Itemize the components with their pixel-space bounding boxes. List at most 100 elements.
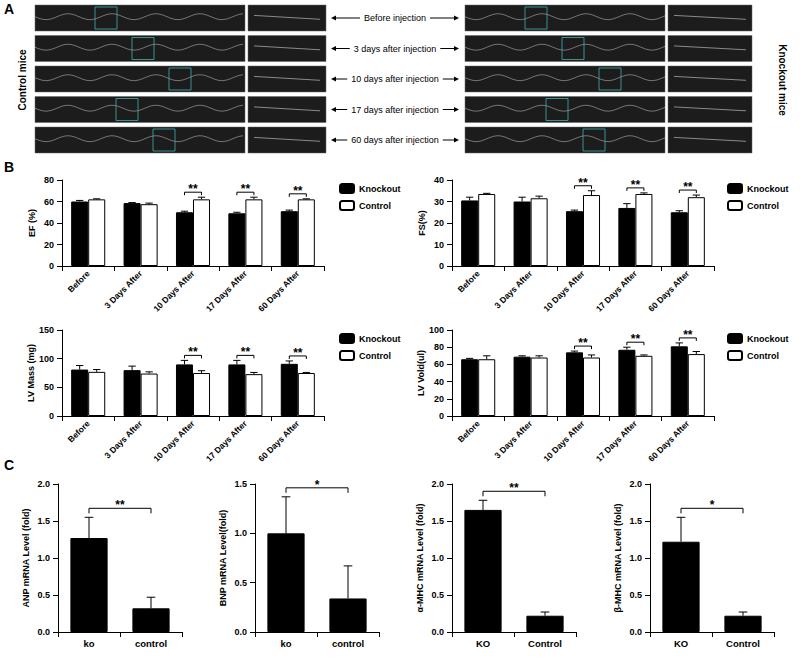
svg-text:Control: Control xyxy=(359,351,391,361)
svg-text:40: 40 xyxy=(434,377,444,387)
svg-text:80: 80 xyxy=(44,175,54,185)
svg-text:0: 0 xyxy=(49,261,54,271)
svg-text:Control mice: Control mice xyxy=(17,49,28,111)
svg-text:100: 100 xyxy=(39,354,54,364)
svg-text:20: 20 xyxy=(434,394,444,404)
svg-text:60 Days After: 60 Days After xyxy=(256,418,302,464)
svg-text:ANP mRNA Level (fold): ANP mRNA Level (fold) xyxy=(21,508,31,607)
svg-text:Before: Before xyxy=(456,418,482,444)
svg-text:1.5: 1.5 xyxy=(234,479,247,489)
svg-text:**: ** xyxy=(631,332,641,346)
svg-text:Knockout mice: Knockout mice xyxy=(777,44,788,116)
svg-text:α-MHC mRNA Level (fold): α-MHC mRNA Level (fold) xyxy=(415,503,425,612)
svg-text:3 Days After: 3 Days After xyxy=(492,418,534,460)
svg-text:80: 80 xyxy=(434,342,444,352)
svg-text:50: 50 xyxy=(44,382,54,392)
svg-text:17 Days After: 17 Days After xyxy=(204,268,250,314)
svg-text:1.0: 1.0 xyxy=(629,553,642,563)
svg-text:0: 0 xyxy=(49,411,54,421)
svg-text:20: 20 xyxy=(44,240,54,250)
svg-text:**: ** xyxy=(683,328,693,342)
svg-text:0.5: 0.5 xyxy=(37,590,50,600)
svg-text:Before: Before xyxy=(456,268,482,294)
svg-text:3 days after injection: 3 days after injection xyxy=(354,44,437,54)
svg-text:17 Days After: 17 Days After xyxy=(594,418,640,464)
svg-text:EF (%): EF (%) xyxy=(27,209,37,237)
svg-text:Knockout: Knockout xyxy=(359,184,401,194)
svg-text:Control: Control xyxy=(747,201,779,211)
svg-text:2.0: 2.0 xyxy=(37,479,50,489)
svg-text:KO: KO xyxy=(674,638,688,649)
svg-text:17 Days After: 17 Days After xyxy=(204,418,250,464)
svg-text:Control: Control xyxy=(747,351,779,361)
svg-text:FS(%): FS(%) xyxy=(417,210,427,236)
svg-text:10: 10 xyxy=(434,240,444,250)
svg-text:**: ** xyxy=(509,481,519,495)
svg-text:0.5: 0.5 xyxy=(431,590,444,600)
svg-text:40: 40 xyxy=(44,218,54,228)
svg-text:1.0: 1.0 xyxy=(37,553,50,563)
svg-text:Before: Before xyxy=(66,268,92,294)
svg-text:0.0: 0.0 xyxy=(234,627,247,637)
svg-text:Control: Control xyxy=(528,638,562,649)
svg-text:2.0: 2.0 xyxy=(431,479,444,489)
svg-text:60 Days After: 60 Days After xyxy=(256,268,302,314)
svg-text:ko: ko xyxy=(280,638,291,649)
svg-text:0.5: 0.5 xyxy=(629,590,642,600)
svg-text:40: 40 xyxy=(434,175,444,185)
svg-text:0: 0 xyxy=(439,261,444,271)
svg-text:17 Days After: 17 Days After xyxy=(594,268,640,314)
svg-text:150: 150 xyxy=(39,325,54,335)
svg-text:control: control xyxy=(332,638,364,649)
svg-text:17 days after injection: 17 days after injection xyxy=(351,105,439,115)
svg-text:*: * xyxy=(710,498,715,512)
svg-text:Knockout: Knockout xyxy=(747,334,789,344)
svg-text:Before: Before xyxy=(66,418,92,444)
svg-text:60 days after injection: 60 days after injection xyxy=(351,135,439,145)
svg-text:control: control xyxy=(135,638,167,649)
svg-text:0.0: 0.0 xyxy=(37,627,50,637)
svg-text:0: 0 xyxy=(439,411,444,421)
svg-text:1.5: 1.5 xyxy=(629,516,642,526)
svg-text:**: ** xyxy=(241,182,251,196)
svg-text:**: ** xyxy=(293,184,303,198)
svg-text:0.5: 0.5 xyxy=(234,578,247,588)
svg-text:**: ** xyxy=(683,180,693,194)
svg-text:**: ** xyxy=(188,345,198,359)
svg-text:60 Days After: 60 Days After xyxy=(646,268,692,314)
svg-text:LV Mass (mg): LV Mass (mg) xyxy=(26,344,36,402)
svg-text:20: 20 xyxy=(434,218,444,228)
svg-text:10 Days After: 10 Days After xyxy=(541,268,587,314)
svg-text:*: * xyxy=(315,478,320,492)
svg-text:A: A xyxy=(4,1,14,17)
svg-text:60: 60 xyxy=(44,197,54,207)
svg-text:**: ** xyxy=(293,346,303,360)
svg-text:β-MHC mRNA Level (fold): β-MHC mRNA Level (fold) xyxy=(613,503,623,612)
svg-text:10 days after injection: 10 days after injection xyxy=(351,74,439,84)
svg-text:60: 60 xyxy=(434,359,444,369)
svg-text:**: ** xyxy=(578,176,588,190)
svg-text:Control: Control xyxy=(726,638,760,649)
svg-text:1.5: 1.5 xyxy=(431,516,444,526)
svg-text:1.0: 1.0 xyxy=(431,553,444,563)
svg-text:BNP mRNA Level(fold): BNP mRNA Level(fold) xyxy=(218,510,228,607)
svg-text:Knockout: Knockout xyxy=(747,184,789,194)
svg-text:**: ** xyxy=(578,336,588,350)
svg-text:3 Days After: 3 Days After xyxy=(492,268,534,310)
svg-text:0.0: 0.0 xyxy=(629,627,642,637)
svg-text:30: 30 xyxy=(434,197,444,207)
svg-text:**: ** xyxy=(631,178,641,192)
svg-text:1.5: 1.5 xyxy=(37,516,50,526)
svg-text:Before injection: Before injection xyxy=(364,13,426,23)
svg-text:10 Days After: 10 Days After xyxy=(151,268,197,314)
svg-text:KO: KO xyxy=(476,638,490,649)
svg-text:60 Days After: 60 Days After xyxy=(646,418,692,464)
svg-text:Knockout: Knockout xyxy=(359,334,401,344)
svg-text:3 Days After: 3 Days After xyxy=(102,268,144,310)
svg-text:3 Days After: 3 Days After xyxy=(102,418,144,460)
svg-text:10 Days After: 10 Days After xyxy=(151,418,197,464)
svg-text:0.0: 0.0 xyxy=(431,627,444,637)
svg-text:100: 100 xyxy=(429,325,444,335)
svg-text:1.0: 1.0 xyxy=(234,528,247,538)
svg-text:C: C xyxy=(4,457,14,473)
